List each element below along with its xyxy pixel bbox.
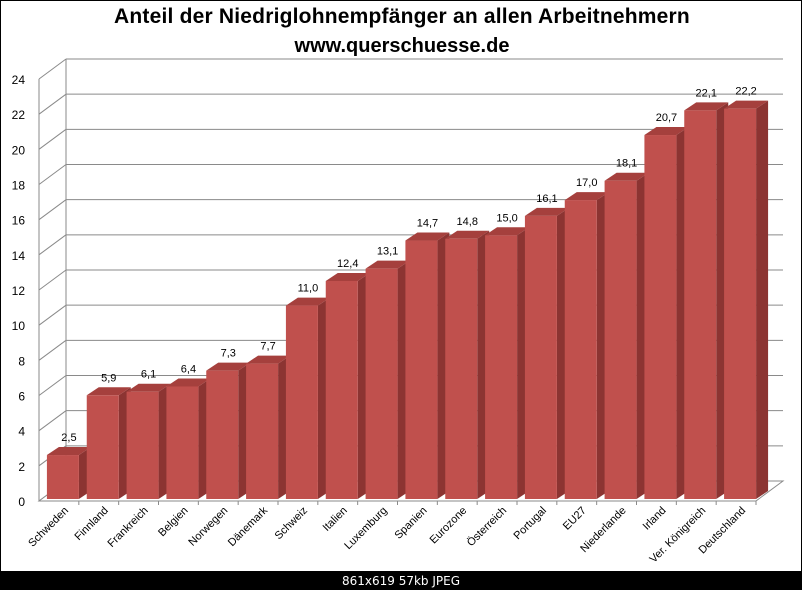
gridline-diagonal bbox=[38, 304, 67, 326]
bar bbox=[325, 280, 358, 499]
x-category-label: Portugal bbox=[512, 505, 549, 542]
bar-top bbox=[405, 232, 450, 241]
x-category-label: Norwegen bbox=[186, 505, 230, 549]
bar-top bbox=[604, 172, 649, 181]
bar bbox=[445, 238, 478, 499]
bar bbox=[126, 391, 159, 499]
bar bbox=[206, 370, 239, 499]
x-category-label: Spanien bbox=[393, 505, 430, 542]
data-label: 15,0 bbox=[496, 212, 517, 224]
bar-top bbox=[46, 447, 91, 456]
y-tick-label: 4 bbox=[18, 425, 25, 439]
data-label: 6,1 bbox=[141, 369, 156, 381]
gridline-diagonal bbox=[38, 93, 67, 115]
x-category-label: EU27 bbox=[561, 505, 589, 533]
chart-subtitle: www.querschuesse.de bbox=[294, 35, 510, 57]
x-category-label: Luxemburg bbox=[342, 505, 389, 552]
bar bbox=[285, 305, 318, 499]
bar-top bbox=[445, 230, 490, 239]
y-tick-label: 8 bbox=[18, 354, 25, 368]
image-info-caption: 861x619 57kb JPEG bbox=[0, 572, 802, 590]
data-label: 11,0 bbox=[298, 283, 319, 295]
bar bbox=[246, 363, 279, 499]
data-label: 20,7 bbox=[656, 112, 677, 124]
bar-top bbox=[206, 362, 251, 371]
data-label: 5,9 bbox=[101, 372, 116, 384]
y-tick-label: 6 bbox=[18, 390, 25, 404]
y-tick-label: 20 bbox=[12, 143, 26, 157]
bar bbox=[724, 108, 757, 500]
data-label: 12,4 bbox=[337, 258, 358, 270]
chart-title: Anteil der Niedriglohnempfänger an allen… bbox=[114, 5, 690, 28]
bar bbox=[564, 200, 597, 500]
bar-top bbox=[684, 102, 729, 111]
gridline-diagonal bbox=[38, 164, 67, 185]
gridline-diagonal bbox=[38, 339, 67, 361]
bar bbox=[166, 386, 199, 499]
gridline-diagonal bbox=[38, 269, 67, 291]
data-label: 17,0 bbox=[576, 177, 597, 189]
bar-top bbox=[285, 297, 330, 306]
gridline-diagonal bbox=[38, 128, 67, 150]
bar bbox=[405, 240, 438, 499]
chart-frame: Anteil der Niedriglohnempfänger an allen… bbox=[0, 0, 802, 572]
bar-top bbox=[485, 227, 530, 236]
y-tick-label: 24 bbox=[12, 73, 26, 87]
data-label: 14,7 bbox=[417, 218, 438, 230]
gridline-diagonal bbox=[38, 199, 67, 221]
data-label: 18,1 bbox=[616, 158, 637, 170]
x-category-label: Irland bbox=[641, 505, 669, 533]
gridline-diagonal bbox=[38, 375, 67, 396]
x-category-label: Italien bbox=[321, 505, 350, 534]
x-category-label: Österreich bbox=[465, 505, 509, 549]
bar bbox=[86, 395, 119, 499]
data-label: 22,1 bbox=[696, 87, 717, 99]
data-label: 7,7 bbox=[260, 341, 275, 353]
data-label: 7,3 bbox=[221, 348, 236, 360]
x-category-label: Belgien bbox=[156, 505, 190, 539]
x-category-label: Dänemark bbox=[226, 504, 271, 549]
y-tick-label: 0 bbox=[18, 495, 25, 509]
y-tick-label: 10 bbox=[12, 319, 26, 333]
bar bbox=[604, 180, 637, 499]
bar-top bbox=[564, 192, 609, 201]
bar-chart: 0246810121416182022242,5Schweden5,9Finnl… bbox=[12, 58, 785, 565]
bar-top bbox=[246, 355, 291, 364]
data-label: 2,5 bbox=[61, 432, 76, 444]
y-tick-label: 22 bbox=[12, 108, 26, 122]
bar bbox=[644, 135, 677, 499]
gridline-diagonal bbox=[38, 58, 67, 80]
data-label: 6,4 bbox=[181, 363, 196, 375]
data-label: 22,2 bbox=[735, 86, 756, 98]
bar bbox=[684, 110, 717, 500]
x-category-label: Schweden bbox=[26, 505, 71, 550]
bar bbox=[365, 268, 398, 499]
bar-top bbox=[365, 260, 410, 269]
x-category-label: Frankreich bbox=[105, 505, 150, 550]
bar bbox=[524, 215, 557, 500]
bar-top bbox=[524, 207, 569, 216]
y-tick-label: 14 bbox=[12, 249, 26, 263]
data-label: 16,1 bbox=[536, 193, 557, 205]
y-tick-label: 12 bbox=[12, 284, 26, 298]
bar bbox=[46, 455, 79, 499]
gridline-diagonal bbox=[38, 234, 67, 256]
bar-top bbox=[325, 272, 370, 281]
bar bbox=[485, 235, 518, 499]
y-tick-label: 16 bbox=[12, 214, 26, 228]
bar-top bbox=[644, 127, 689, 136]
y-tick-label: 2 bbox=[18, 460, 25, 474]
bar-top bbox=[126, 383, 171, 392]
x-category-label: Finnland bbox=[73, 505, 111, 543]
bar-top bbox=[166, 378, 211, 387]
data-label: 13,1 bbox=[377, 246, 398, 258]
x-category-label: Eurozone bbox=[428, 505, 470, 547]
x-category-label: Schweiz bbox=[273, 505, 310, 542]
data-label: 14,8 bbox=[457, 216, 478, 228]
bar-top bbox=[86, 387, 131, 396]
gridline-diagonal bbox=[38, 410, 67, 432]
y-tick-label: 18 bbox=[12, 179, 26, 193]
bar-side bbox=[756, 100, 769, 500]
bar-top bbox=[724, 100, 769, 109]
